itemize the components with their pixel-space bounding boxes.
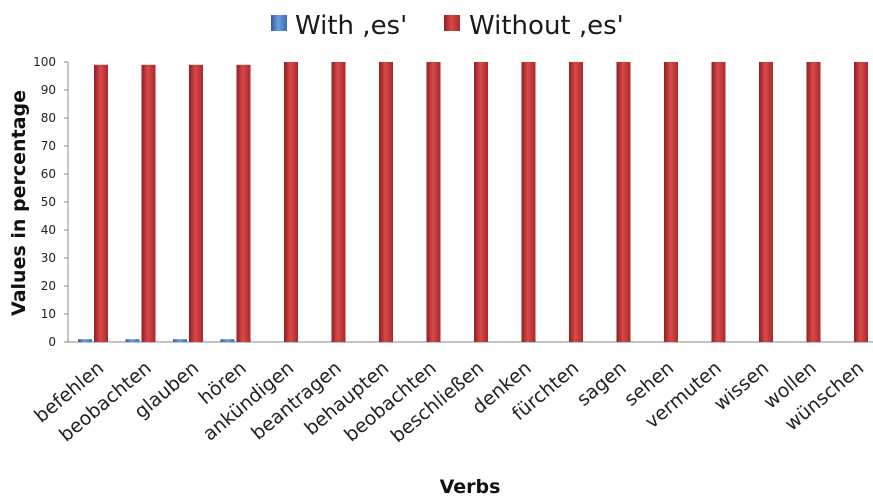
y-tick-label: 0 <box>48 335 56 349</box>
legend-swatch-without-es <box>444 15 460 31</box>
y-axis-title: Values in percentage <box>8 90 30 316</box>
legend-swatch-with-es <box>271 15 287 31</box>
x-axis-ticks: befehlenbeobachtenglaubenhörenankündigen… <box>30 357 868 447</box>
bar-without-es <box>806 62 821 342</box>
y-axis-ticks: 0 10 20 30 40 50 60 70 80 90 100 <box>33 55 68 349</box>
y-tick-label: 20 <box>41 279 56 293</box>
x-tick-label: wissen <box>710 357 773 415</box>
bar-without-es <box>711 62 726 342</box>
bar-without-es <box>474 62 488 342</box>
bar-without-es <box>569 62 583 342</box>
bar-without-es <box>141 64 156 343</box>
legend-label-without-es: Without ,es' <box>469 11 624 41</box>
x-axis-title: Verbs <box>440 476 501 498</box>
bar-without-es <box>521 62 536 342</box>
bar-without-es <box>284 62 298 342</box>
y-tick-label: 70 <box>41 139 56 153</box>
bar-with-es <box>220 339 235 342</box>
bar-with-es <box>78 339 92 342</box>
bar-without-es <box>664 62 678 342</box>
x-tick-label: sagen <box>573 357 631 411</box>
y-tick-label: 100 <box>33 55 56 69</box>
bar-without-es <box>759 62 773 342</box>
y-tick-label: 60 <box>41 167 56 181</box>
y-tick-label: 80 <box>41 111 56 125</box>
bar-with-es <box>173 339 187 342</box>
y-tick-label: 50 <box>41 195 56 209</box>
bar-without-es <box>189 64 203 343</box>
bar-without-es <box>854 62 868 342</box>
bar-with-es <box>125 339 140 342</box>
y-tick-label: 30 <box>41 251 56 265</box>
legend-label-with-es: With ,es' <box>295 11 407 41</box>
legend: With ,es' Without ,es' <box>271 11 624 41</box>
bar-without-es <box>616 62 631 342</box>
bar-without-es <box>426 62 441 342</box>
bar-without-es <box>331 62 346 342</box>
bar-without-es <box>379 62 393 342</box>
bars <box>78 62 868 343</box>
y-tick-label: 90 <box>41 83 56 97</box>
bar-without-es <box>94 64 108 343</box>
y-tick-label: 10 <box>41 307 56 321</box>
bar-without-es <box>236 64 251 343</box>
y-tick-label: 40 <box>41 223 56 237</box>
